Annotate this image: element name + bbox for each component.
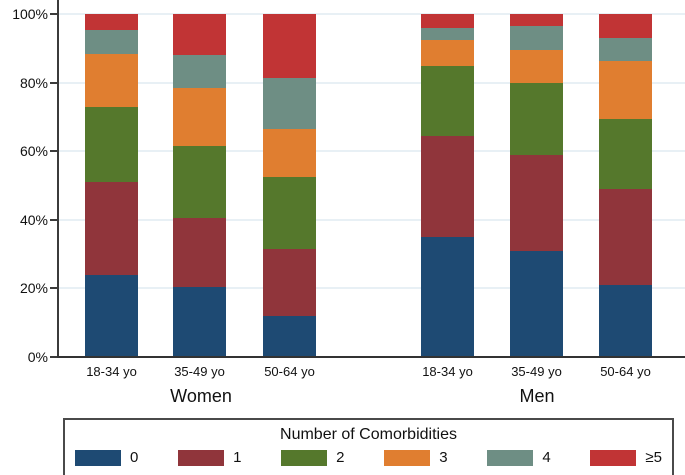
gridline-80 (59, 81, 685, 84)
legend-label: 3 (439, 449, 448, 466)
legend-label: 2 (336, 449, 345, 466)
legend-label: ≥5 (645, 449, 662, 466)
bar-segment-ge5 (510, 14, 563, 27)
bar-segment-ge5 (85, 14, 138, 30)
legend-label: 1 (233, 449, 242, 466)
bar-segment-1 (173, 218, 226, 287)
bar-segment-4 (510, 26, 563, 51)
x-tick-label: 50-64 yo (600, 364, 651, 379)
legend-label: 4 (542, 449, 551, 466)
x-tick-label: 18-34 yo (422, 364, 473, 379)
bar-segment-4 (421, 28, 474, 40)
bar-segment-1 (599, 189, 652, 286)
bar-segment-3 (599, 60, 652, 119)
bar-segment-3 (421, 40, 474, 66)
legend-item-0: 0 (75, 449, 138, 466)
x-tick-label: 50-64 yo (264, 364, 315, 379)
bar-segment-4 (599, 38, 652, 61)
gridline-100 (59, 13, 685, 16)
y-tick-mark (50, 218, 57, 221)
legend-swatch (281, 449, 328, 466)
y-tick-label: 80% (19, 74, 48, 91)
bar-segment-4 (85, 29, 138, 54)
bar-segment-2 (510, 82, 563, 155)
gridline-40 (59, 218, 685, 221)
x-axis-line (57, 356, 685, 358)
bar-segment-1 (421, 135, 474, 238)
legend-swatch (178, 449, 225, 466)
gridline-60 (59, 150, 685, 153)
y-tick-label: 40% (19, 211, 48, 228)
y-tick-mark (50, 81, 57, 84)
y-axis-line (57, 0, 59, 357)
y-tick-mark (50, 356, 57, 358)
legend-item-3: 3 (384, 449, 448, 466)
legend: Number of Comorbidities 0 1 2 3 4 ≥5 (63, 418, 674, 475)
bar-segment-3 (173, 87, 226, 147)
y-tick-label: 60% (19, 143, 48, 160)
bar-segment-2 (85, 106, 138, 183)
y-tick-mark (50, 150, 57, 153)
bar-segment-2 (421, 65, 474, 136)
bar-segment-1 (263, 249, 316, 316)
bar-segment-4 (173, 55, 226, 88)
legend-swatch (487, 449, 534, 466)
y-tick-mark (50, 13, 57, 16)
bar-segment-ge5 (263, 14, 316, 78)
bar-segment-ge5 (173, 14, 226, 56)
legend-swatch (75, 449, 121, 466)
bar-segment-ge5 (421, 14, 474, 28)
legend-swatch (384, 449, 431, 466)
legend-item-ge5: ≥5 (590, 449, 662, 466)
x-tick-label: 35-49 yo (174, 364, 225, 379)
bar-segment-0 (85, 274, 138, 357)
bar-segment-2 (599, 118, 652, 190)
bar-segment-0 (263, 315, 316, 357)
legend-item-1: 1 (178, 449, 241, 466)
bar-segment-0 (510, 250, 563, 357)
bar-segment-3 (85, 53, 138, 107)
bar-segment-2 (173, 146, 226, 219)
bar-segment-1 (510, 154, 563, 251)
group-label-women: Women (170, 386, 232, 406)
bar-segment-ge5 (599, 14, 652, 39)
bar-segment-3 (510, 50, 563, 83)
y-tick-label: 0% (27, 349, 48, 365)
group-label-men: Men (519, 386, 555, 406)
x-tick-label: 35-49 yo (511, 364, 562, 379)
legend-swatch (590, 449, 637, 466)
y-tick-mark (50, 287, 57, 290)
gridline-20 (59, 287, 685, 290)
x-tick-label: 18-34 yo (86, 364, 137, 379)
legend-title: Number of Comorbidities (280, 426, 457, 443)
bar-segment-0 (173, 286, 226, 357)
bar-segment-0 (599, 285, 652, 357)
y-tick-label: 100% (12, 6, 48, 23)
bar-segment-4 (263, 77, 316, 130)
legend-label: 0 (130, 449, 139, 466)
y-tick-label: 20% (19, 280, 48, 297)
legend-item-4: 4 (487, 449, 551, 466)
bar-segment-1 (85, 182, 138, 275)
legend-item-2: 2 (281, 449, 345, 466)
bar-segment-2 (263, 177, 316, 250)
legend-items: 0 1 2 3 4 ≥5 (65, 444, 672, 466)
bar-segment-3 (263, 129, 316, 178)
bar-segment-0 (421, 237, 474, 357)
